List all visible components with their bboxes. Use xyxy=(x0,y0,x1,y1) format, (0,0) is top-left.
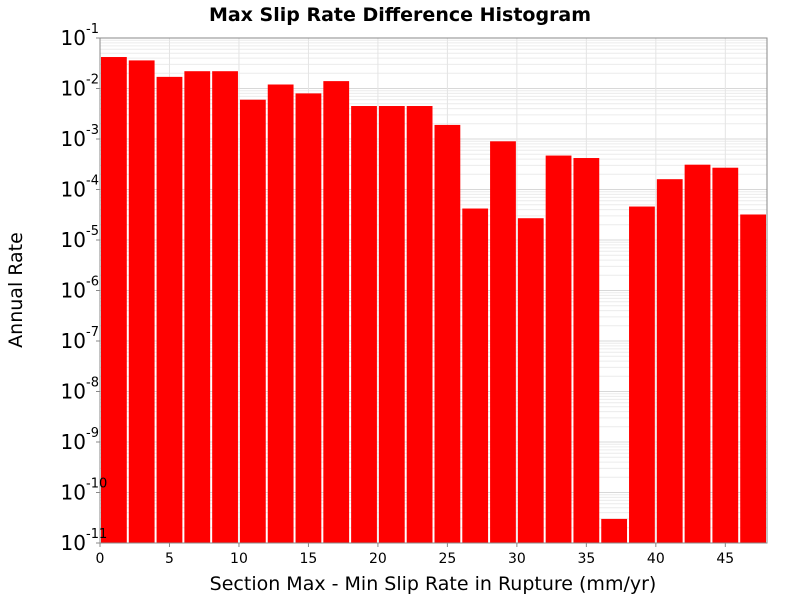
histogram-bar xyxy=(239,99,266,543)
histogram-bar xyxy=(573,158,600,543)
histogram-bar xyxy=(684,164,711,544)
x-tick-label: 15 xyxy=(300,551,318,567)
y-tick-exponent: -7 xyxy=(86,325,99,340)
histogram-bar xyxy=(656,179,683,543)
y-tick-exponent: -10 xyxy=(86,477,107,492)
histogram-bar xyxy=(323,81,350,543)
y-tick-exponent: -4 xyxy=(86,174,99,189)
histogram-bar xyxy=(267,84,294,544)
x-tick-label: 35 xyxy=(577,551,595,567)
histogram-bar xyxy=(545,155,572,543)
histogram-bar xyxy=(156,76,183,543)
y-tick-label: 10 xyxy=(61,26,86,50)
x-tick-label: 45 xyxy=(716,551,734,567)
y-tick-exponent: -9 xyxy=(86,426,99,441)
histogram-bar xyxy=(184,71,211,544)
histogram-bar xyxy=(406,106,433,544)
histogram-bar xyxy=(712,167,739,543)
histogram-bar xyxy=(740,214,766,543)
y-tick-exponent: -3 xyxy=(86,123,99,138)
y-tick-label: 10 xyxy=(61,279,86,303)
y-tick-label: 10 xyxy=(61,531,86,555)
chart-title: Max Slip Rate Difference Histogram xyxy=(209,4,591,26)
x-tick-label: 20 xyxy=(369,551,387,567)
y-tick-label: 10 xyxy=(61,77,86,101)
histogram-bar xyxy=(101,57,127,543)
x-tick-label: 0 xyxy=(96,551,105,567)
histogram-bar xyxy=(490,141,516,543)
histogram-bar xyxy=(128,60,155,543)
histogram-bar xyxy=(378,106,405,544)
histogram-bar xyxy=(212,71,238,544)
histogram-bar xyxy=(517,218,544,543)
y-tick-label: 10 xyxy=(61,127,86,151)
histogram-bar xyxy=(351,106,377,544)
y-tick-exponent: -11 xyxy=(86,527,107,542)
grid-lines xyxy=(99,38,767,544)
x-tick-label: 30 xyxy=(508,551,526,567)
x-tick-label: 10 xyxy=(230,551,248,567)
x-axis-ticks: 0 5 10 15 20 25 30 35 40 45 xyxy=(96,543,734,567)
y-tick-label: 10 xyxy=(61,329,86,353)
y-axis-ticks: 10 -110 -210 -310 -410 -510 -610 -710 -810 -910 -1… xyxy=(61,22,108,555)
histogram-bar xyxy=(601,518,628,543)
x-axis-label: Section Max - Min Slip Rate in Rupture (… xyxy=(210,573,657,595)
y-tick-label: 10 xyxy=(61,481,86,505)
histogram-bar xyxy=(434,124,461,543)
bars xyxy=(101,57,766,544)
histogram-bar xyxy=(295,93,322,544)
y-tick-exponent: -6 xyxy=(86,275,99,290)
x-tick-label: 5 xyxy=(165,551,174,567)
y-tick-label: 10 xyxy=(61,228,86,252)
y-tick-label: 10 xyxy=(61,178,86,202)
y-tick-exponent: -5 xyxy=(86,224,99,239)
x-tick-label: 25 xyxy=(438,551,456,567)
histogram-bar xyxy=(462,208,489,543)
y-tick-exponent: -1 xyxy=(86,22,99,37)
y-tick-exponent: -2 xyxy=(86,73,99,88)
y-tick-label: 10 xyxy=(61,380,86,404)
y-tick-exponent: -8 xyxy=(86,376,99,391)
y-tick-label: 10 xyxy=(61,430,86,454)
y-axis-label: Annual Rate xyxy=(5,232,27,348)
x-tick-label: 40 xyxy=(647,551,665,567)
histogram-bar xyxy=(629,206,655,543)
